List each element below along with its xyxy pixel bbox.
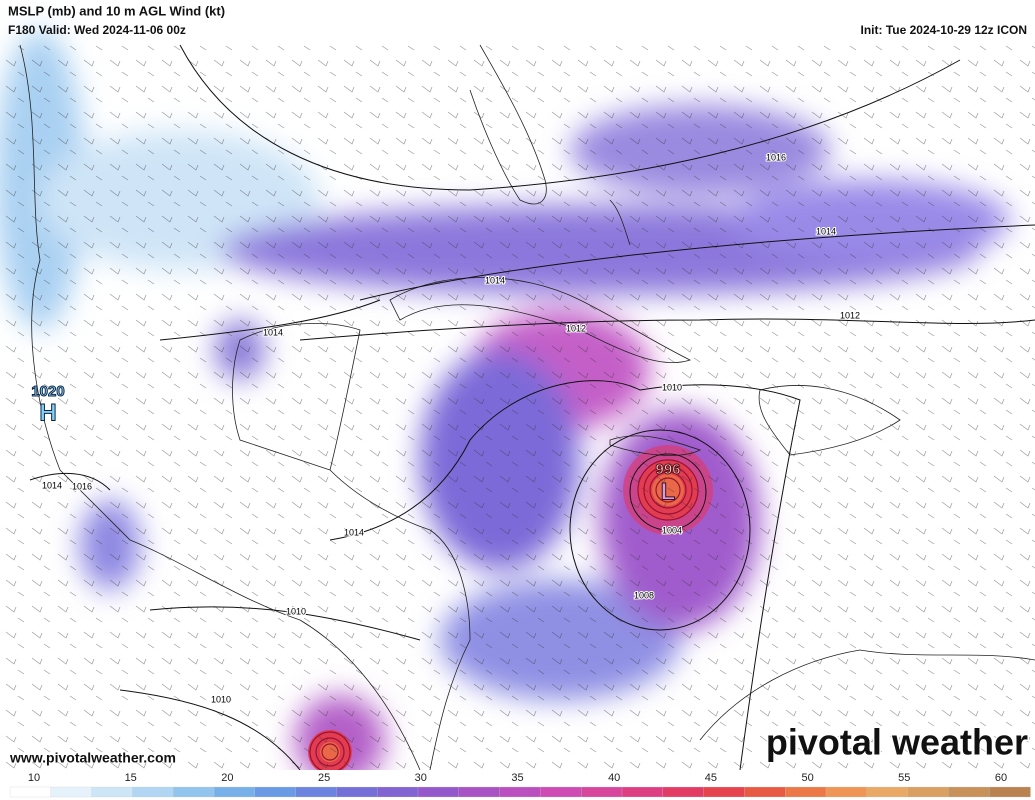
colorbar-swatch (621, 786, 664, 798)
isobar-label: 1012 (566, 323, 586, 333)
colorbar-swatch (213, 786, 256, 798)
isobar-label: 1014 (485, 275, 505, 285)
colorbar-swatch (825, 786, 868, 798)
colorbar-swatch (132, 786, 174, 798)
colorbar-swatch (948, 786, 990, 798)
colorbar-swatch (499, 786, 542, 798)
colorbar-swatch (254, 786, 297, 798)
colorbar-tick-label: 20 (221, 772, 233, 784)
colorbar-swatch (907, 786, 950, 798)
colorbar-swatch (173, 786, 215, 798)
isobar-label: 1004 (662, 525, 682, 535)
colorbar-tick-label: 50 (801, 772, 813, 784)
isobar-label: 1014 (344, 527, 364, 537)
colorbar-tick-label: 55 (898, 772, 910, 784)
isobar-label: 1016 (766, 152, 786, 162)
colorbar-swatch (9, 786, 52, 798)
isobar-label: 1016 (72, 481, 92, 491)
isobar-label: 1008 (634, 590, 654, 600)
colorbar-swatch (662, 786, 705, 798)
colorbar-tick-label: 35 (511, 772, 523, 784)
isobar-label: 1014 (42, 480, 62, 490)
colorbar-swatch (989, 786, 1031, 798)
wind-barbs (0, 42, 1035, 770)
colorbar-swatch (703, 786, 746, 798)
low-pressure-value: 996 (655, 461, 680, 478)
colorbar-tick-label: 40 (608, 772, 620, 784)
colorbar-tick-label: 10 (28, 772, 40, 784)
colorbar-tick-label: 30 (415, 772, 427, 784)
colorbar-swatch (377, 786, 419, 798)
colorbar-swatch (540, 786, 582, 798)
isobar-label: 1010 (286, 606, 306, 616)
colorbar-swatch (581, 786, 623, 798)
colorbar-swatch (744, 786, 786, 798)
colorbar-swatch (50, 786, 93, 798)
high-pressure-value: 1020 (31, 383, 64, 400)
map-title: MSLP (mb) and 10 m AGL Wind (kt) (8, 3, 225, 18)
colorbar-tick-label: 60 (995, 772, 1007, 784)
colorbar-tick-label: 45 (705, 772, 717, 784)
valid-time: F180 Valid: Wed 2024-11-06 00z (8, 23, 186, 37)
colorbar-swatch (295, 786, 338, 798)
isobar-label: 1010 (662, 382, 682, 392)
colorbar-swatch (458, 786, 501, 798)
high-symbol: H (39, 399, 56, 426)
init-time: Init: Tue 2024-10-29 12z ICON (861, 23, 1028, 37)
colorbar-swatch (785, 786, 827, 798)
isobars (29, 44, 1035, 771)
colorbar-tick-label: 25 (318, 772, 330, 784)
isobar-label: 1014 (816, 226, 836, 236)
low-symbol: L (661, 478, 676, 505)
colorbar-swatch (336, 786, 378, 798)
isobar-label: 1014 (263, 327, 283, 337)
colorbar-swatch (91, 786, 134, 798)
isobar-label: 1012 (840, 310, 860, 320)
isobar-label: 1010 (211, 694, 231, 704)
colorbar-tick-label: 15 (125, 772, 137, 784)
website: www.pivotalweather.com (9, 750, 176, 766)
colorbar-swatch (417, 786, 460, 798)
logo: pivotal weather (766, 722, 1028, 763)
colorbar-swatch (866, 786, 909, 798)
coastlines (19, 44, 1035, 771)
